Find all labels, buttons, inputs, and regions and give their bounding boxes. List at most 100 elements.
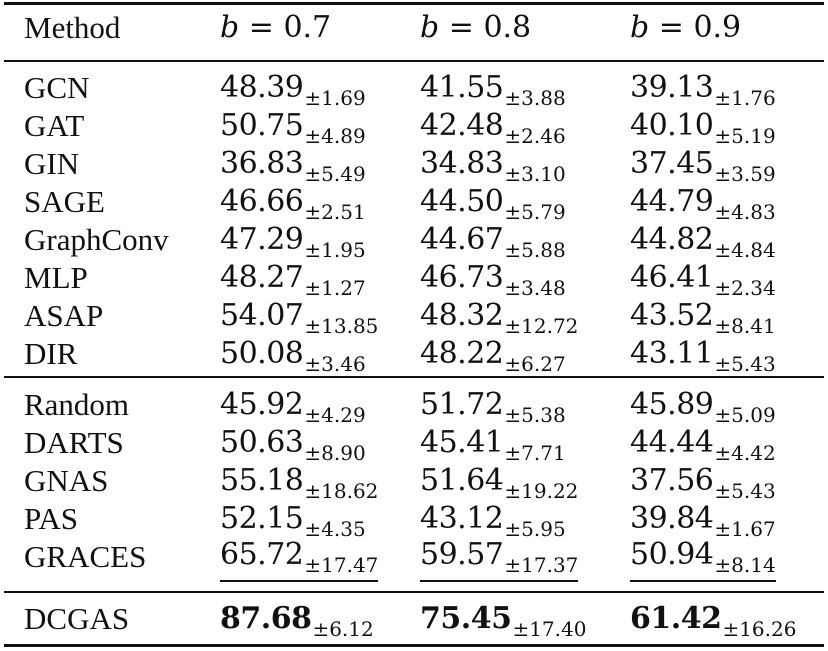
score-std: ±3.46 [304,352,366,376]
score-cell: 44.82±4.84 [630,221,776,262]
score-cell: 61.42±16.26 [630,600,797,641]
table-row: DCGAS 87.68±6.12 75.45±17.40 61.42±16.26 [4,600,824,641]
score-cell: 44.79±4.83 [630,183,776,224]
score-value: 39.84 [630,501,714,536]
table-row: DARTS 50.63±8.90 45.41±7.71 44.44±4.42 [4,424,824,465]
score-std: ±1.95 [304,238,366,262]
table-row: GIN 36.83±5.49 34.83±3.10 37.45±3.59 [4,145,824,186]
score-cell: 43.52±8.41 [630,297,776,338]
score-cell: 50.94±8.14 [630,537,776,582]
score-value: 37.45 [630,146,714,181]
score-std: ±16.26 [722,617,797,641]
score-std: ±4.89 [304,124,366,148]
score-std: ±6.27 [504,352,566,376]
header-rule [4,60,824,62]
table-row: GraphConv 47.29±1.95 44.67±5.88 44.82±4.84 [4,221,824,262]
score-value: 48.32 [420,298,504,333]
score-std: ±2.34 [714,276,776,300]
score-cell: 48.27±1.27 [220,259,366,300]
score-std: ±1.27 [304,276,366,300]
score-value: 47.29 [220,222,304,257]
score-std: ±1.76 [714,86,776,110]
method-name: GIN [24,146,80,181]
score-std: ±5.43 [714,352,776,376]
score-value: 44.44 [630,425,714,460]
method-name: GraphConv [24,222,169,257]
table-row: Random 45.92±4.29 51.72±5.38 45.89±5.09 [4,386,824,427]
score-std: ±5.19 [714,124,776,148]
score-cell: 48.32±12.72 [420,297,579,338]
method-name: GRACES [24,539,147,574]
score-std: ±4.35 [304,517,366,541]
score-cell: 51.72±5.38 [420,386,566,427]
score-cell: 75.45±17.40 [420,600,586,641]
score-std: ±3.59 [714,162,776,186]
score-cell: 37.56±5.43 [630,462,776,503]
score-cell: 42.48±2.46 [420,107,566,148]
score-cell: 40.10±5.19 [630,107,776,148]
score-cell: 43.12±5.95 [420,500,566,541]
header-b-0.9: b = 0.9 [630,10,742,45]
score-value: 45.92 [220,387,304,422]
score-std: ±4.83 [714,200,776,224]
score-value: 46.73 [420,260,504,295]
score-cell: 45.92±4.29 [220,386,366,427]
score-value: 37.56 [630,463,714,498]
score-value: 41.55 [420,70,504,105]
score-cell: 39.13±1.76 [630,69,776,110]
score-cell: 65.72±17.47 [220,537,379,582]
table-row: DIR 50.08±3.46 48.22±6.27 43.11±5.43 [4,335,824,376]
score-std: ±5.88 [504,238,566,262]
score-std: ±5.95 [504,517,566,541]
score-value: 51.72 [420,387,504,422]
score-value: 50.75 [220,108,304,143]
score-std: ±12.72 [504,314,579,338]
score-value: 51.64 [420,463,504,498]
score-std: ±2.51 [304,200,366,224]
score-cell: 44.67±5.88 [420,221,566,262]
method-name: ASAP [24,298,104,333]
score-cell: 48.39±1.69 [220,69,366,110]
score-value: 42.48 [420,108,504,143]
score-cell: 46.41±2.34 [630,259,776,300]
score-value: 45.41 [420,425,504,460]
score-std: ±13.85 [304,314,379,338]
score-value: 50.94 [630,537,714,572]
score-std: ±8.14 [714,553,776,577]
score-std: ±4.29 [304,403,366,427]
score-value: 52.15 [220,501,304,536]
score-value: 87.68 [220,601,312,636]
table-row: GCN 48.39±1.69 41.55±3.88 39.13±1.76 [4,69,824,110]
score-value: 55.18 [220,463,304,498]
score-std: ±4.42 [714,441,776,465]
score-value: 48.27 [220,260,304,295]
score-std: ±17.37 [504,553,579,577]
score-value: 65.72 [220,537,304,572]
score-cell: 44.44±4.42 [630,424,776,465]
score-std: ±3.10 [504,162,566,186]
table-row: GNAS 55.18±18.62 51.64±19.22 37.56±5.43 [4,462,824,503]
score-std: ±2.46 [504,124,566,148]
header-method: Method [24,10,121,45]
score-cell: 50.75±4.89 [220,107,366,148]
top-rule [4,2,824,5]
method-name: Random [24,387,130,422]
score-value: 46.41 [630,260,714,295]
results-table: Method b = 0.7 b = 0.8 b = 0.9 GCN 48.39±… [4,0,824,651]
score-value: 61.42 [630,601,722,636]
header-row: Method b = 0.7 b = 0.8 b = 0.9 [4,9,824,47]
score-value: 43.11 [630,336,714,371]
score-value: 43.12 [420,501,504,536]
score-value: 44.82 [630,222,714,257]
score-cell: 34.83±3.10 [420,145,566,186]
score-cell: 45.89±5.09 [630,386,776,427]
score-std: ±5.43 [714,479,776,503]
group-rule-1 [4,376,824,378]
table-row: ASAP 54.07±13.85 48.32±12.72 43.52±8.41 [4,297,824,338]
score-value: 59.57 [420,537,504,572]
score-cell: 87.68±6.12 [220,600,374,641]
score-std: ±1.67 [714,517,776,541]
score-cell: 59.57±17.37 [420,537,579,582]
score-cell: 55.18±18.62 [220,462,378,503]
score-std: ±3.88 [504,86,566,110]
